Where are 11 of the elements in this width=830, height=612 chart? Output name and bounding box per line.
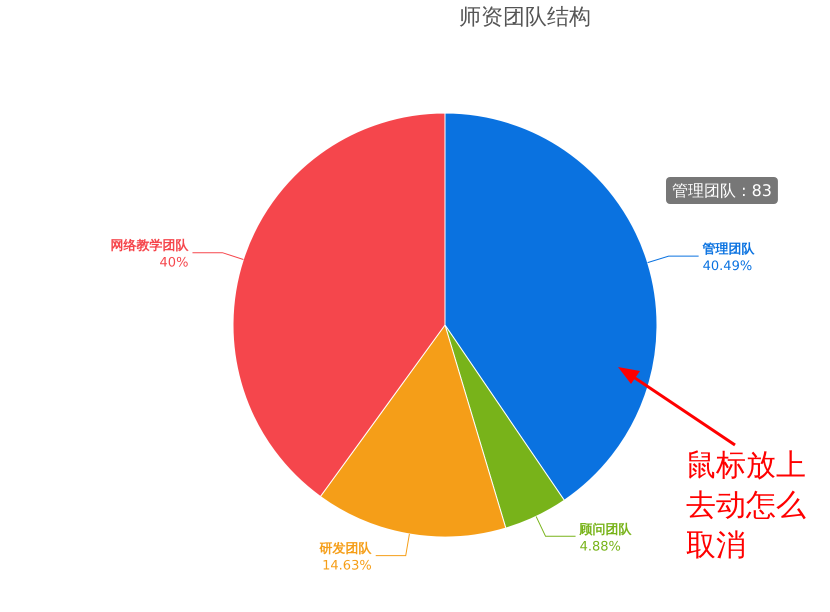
chart-title: 师资团队结构 — [459, 5, 591, 30]
data-label: 14.63% — [322, 558, 372, 574]
data-label: 4.88% — [580, 539, 621, 554]
data-label: 40.49% — [702, 259, 752, 274]
slice-label: 网络教学团队 — [110, 238, 190, 254]
data-label: 40% — [160, 256, 188, 271]
slice-label: 研发团队 — [318, 542, 373, 557]
tooltip: 管理团队 : 83 — [666, 177, 778, 204]
slice-label: 顾问团队 — [578, 522, 633, 538]
text: 鼠标放上去动怎么取消 — [686, 448, 806, 563]
slice-label: 管理团队 — [702, 242, 756, 258]
